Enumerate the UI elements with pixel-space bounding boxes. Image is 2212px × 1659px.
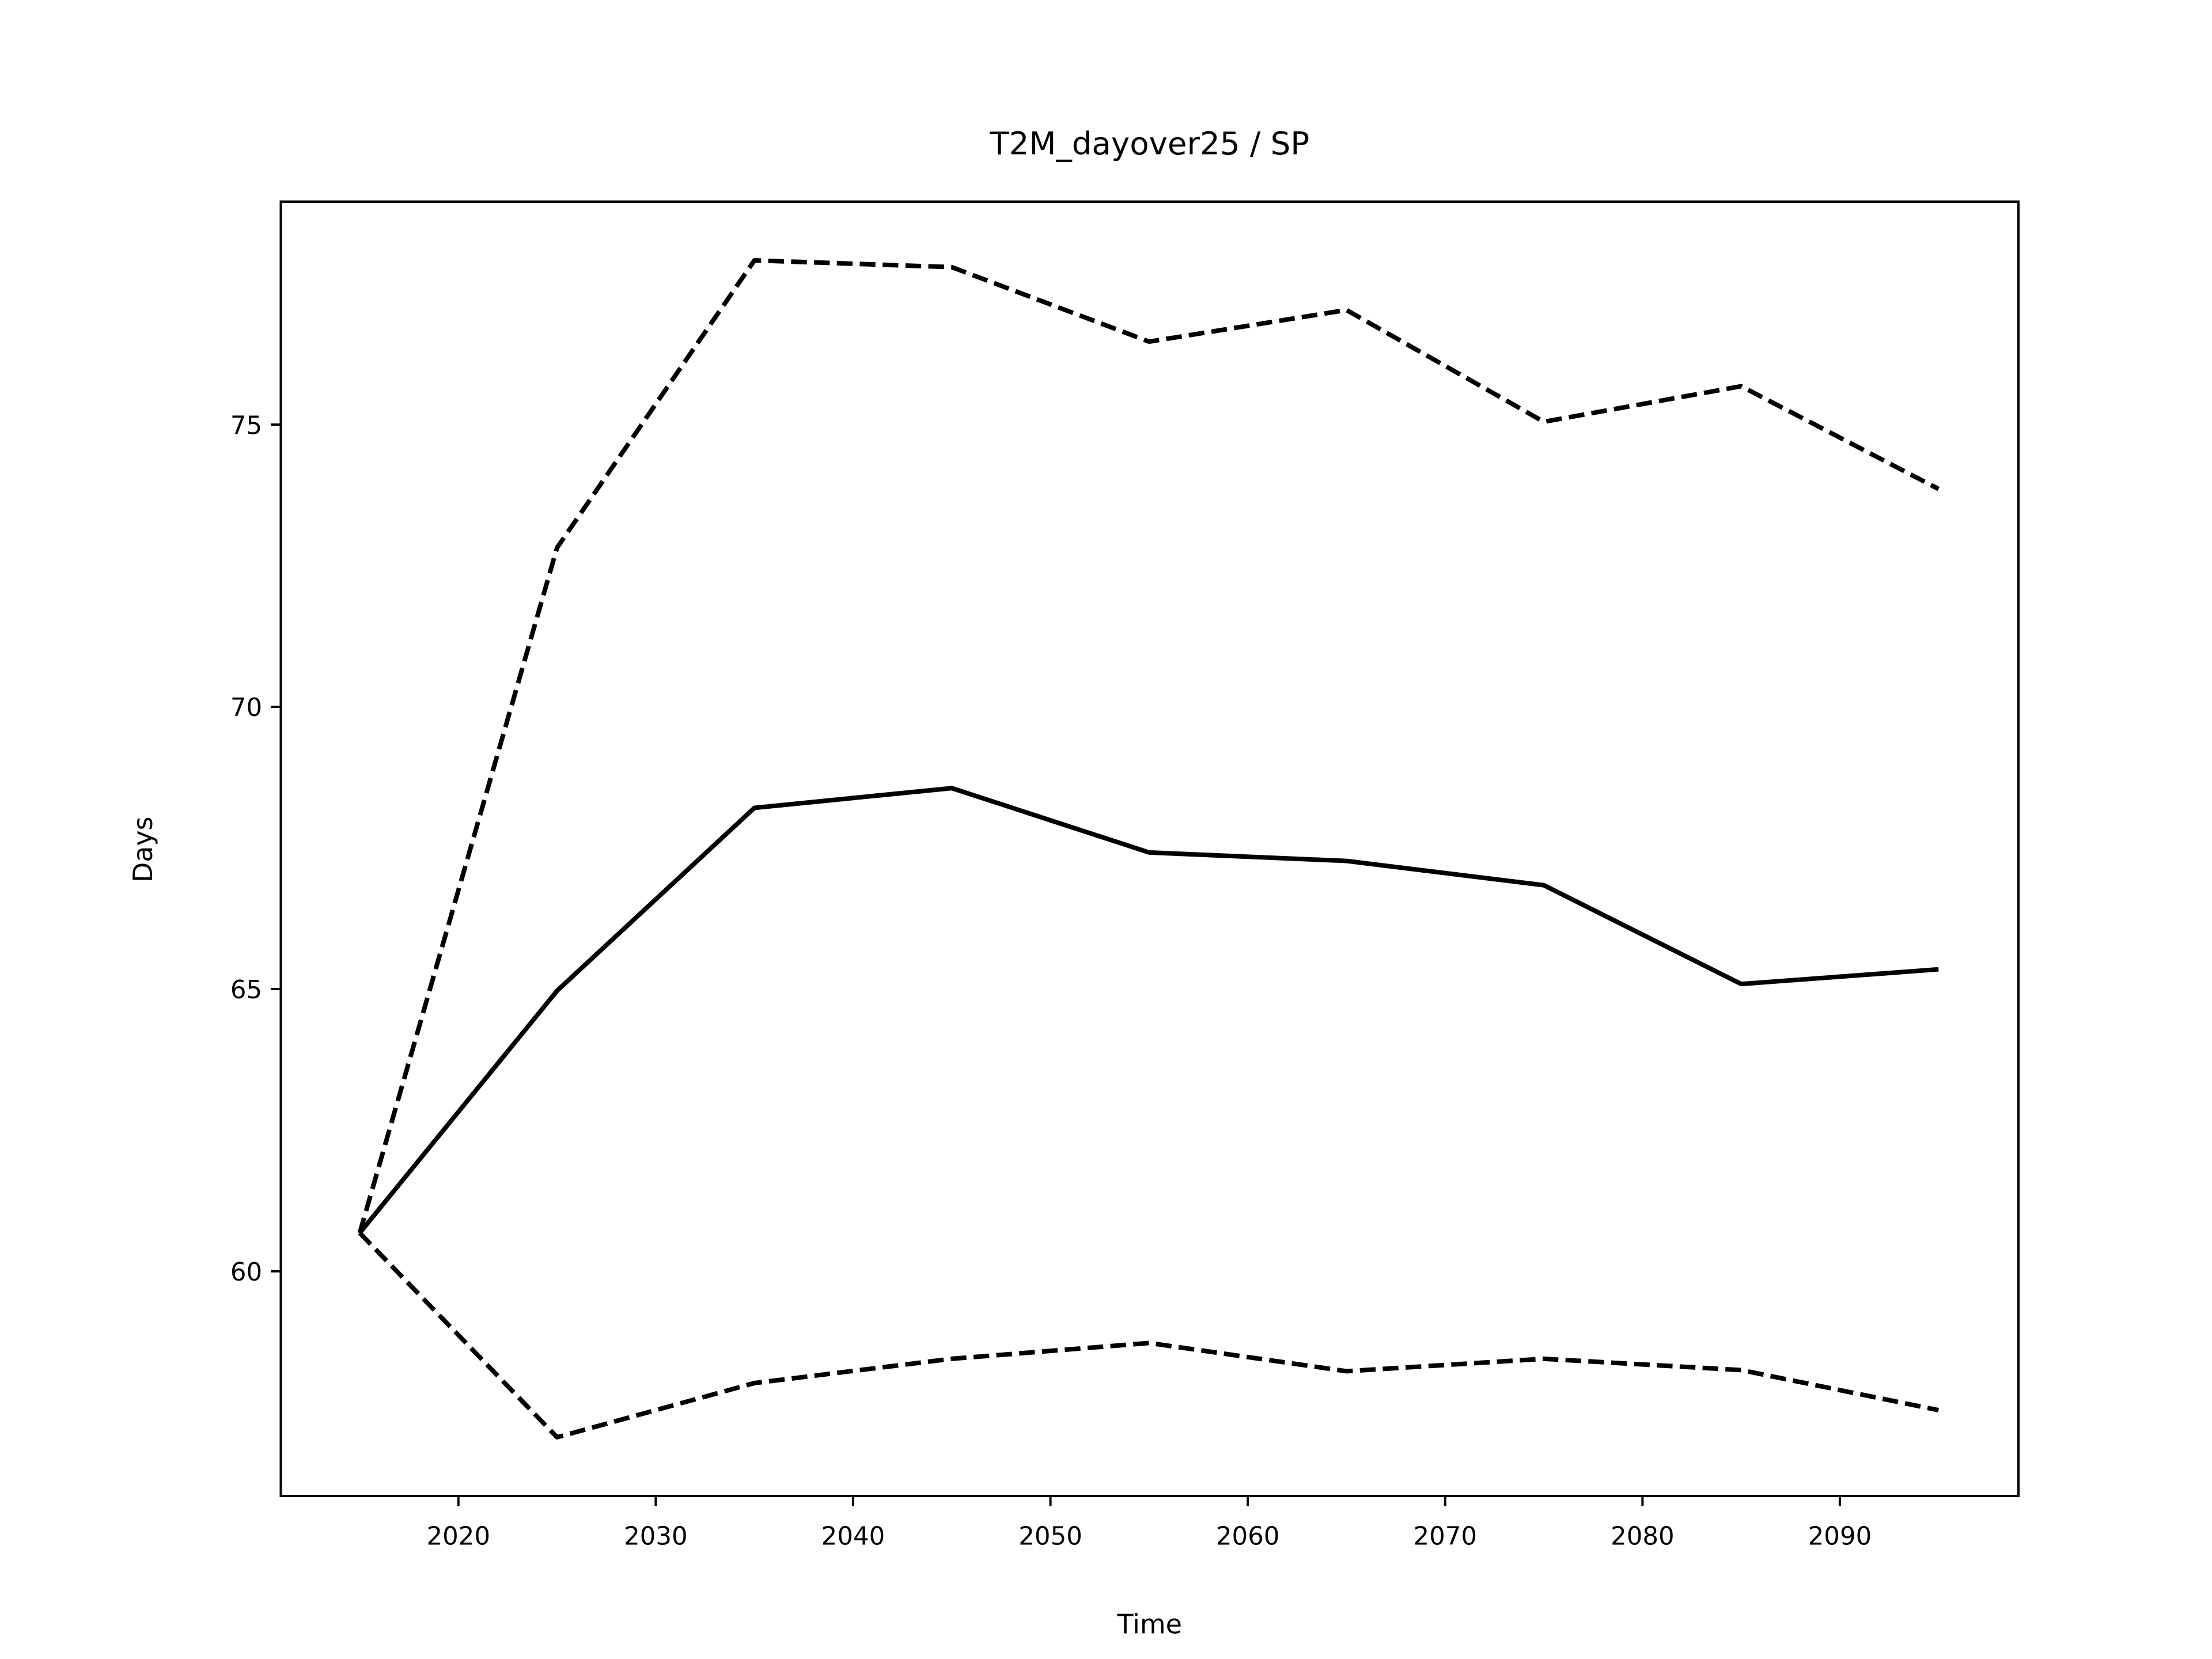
chart-title: T2M_dayover25 / SP bbox=[989, 125, 1309, 162]
x-tick-label: 2090 bbox=[1808, 1522, 1872, 1551]
y-tick-label: 70 bbox=[230, 694, 262, 722]
y-axis-label: Days bbox=[127, 816, 158, 882]
x-tick-label: 2040 bbox=[821, 1522, 885, 1551]
plot-frame bbox=[279, 200, 2020, 1497]
x-tick-label: 2020 bbox=[427, 1522, 491, 1551]
x-axis-label: Time bbox=[1117, 1608, 1182, 1639]
data-line bbox=[358, 786, 1939, 1234]
y-tick-label: 75 bbox=[230, 411, 262, 440]
x-tick-label: 2070 bbox=[1413, 1522, 1477, 1551]
x-tick-label: 2050 bbox=[1018, 1522, 1082, 1551]
x-tick-label: 2080 bbox=[1611, 1522, 1675, 1551]
y-tick-label: 65 bbox=[230, 976, 262, 1005]
x-tick-label: 2030 bbox=[624, 1522, 688, 1551]
data-line bbox=[357, 258, 1940, 1234]
y-tick-label: 60 bbox=[230, 1258, 262, 1287]
x-tick-label: 2060 bbox=[1216, 1522, 1280, 1551]
data-line bbox=[358, 1231, 1940, 1440]
